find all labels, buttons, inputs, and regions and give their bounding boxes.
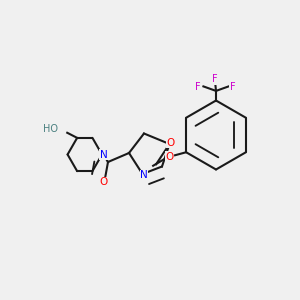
Text: O: O (166, 152, 174, 162)
Text: F: F (230, 82, 235, 92)
Text: HO: HO (43, 124, 58, 134)
Text: O: O (167, 137, 175, 148)
Text: N: N (100, 149, 107, 160)
Text: N: N (140, 170, 148, 181)
Text: F: F (195, 82, 201, 92)
Text: O: O (99, 177, 108, 187)
Text: F: F (212, 74, 217, 85)
